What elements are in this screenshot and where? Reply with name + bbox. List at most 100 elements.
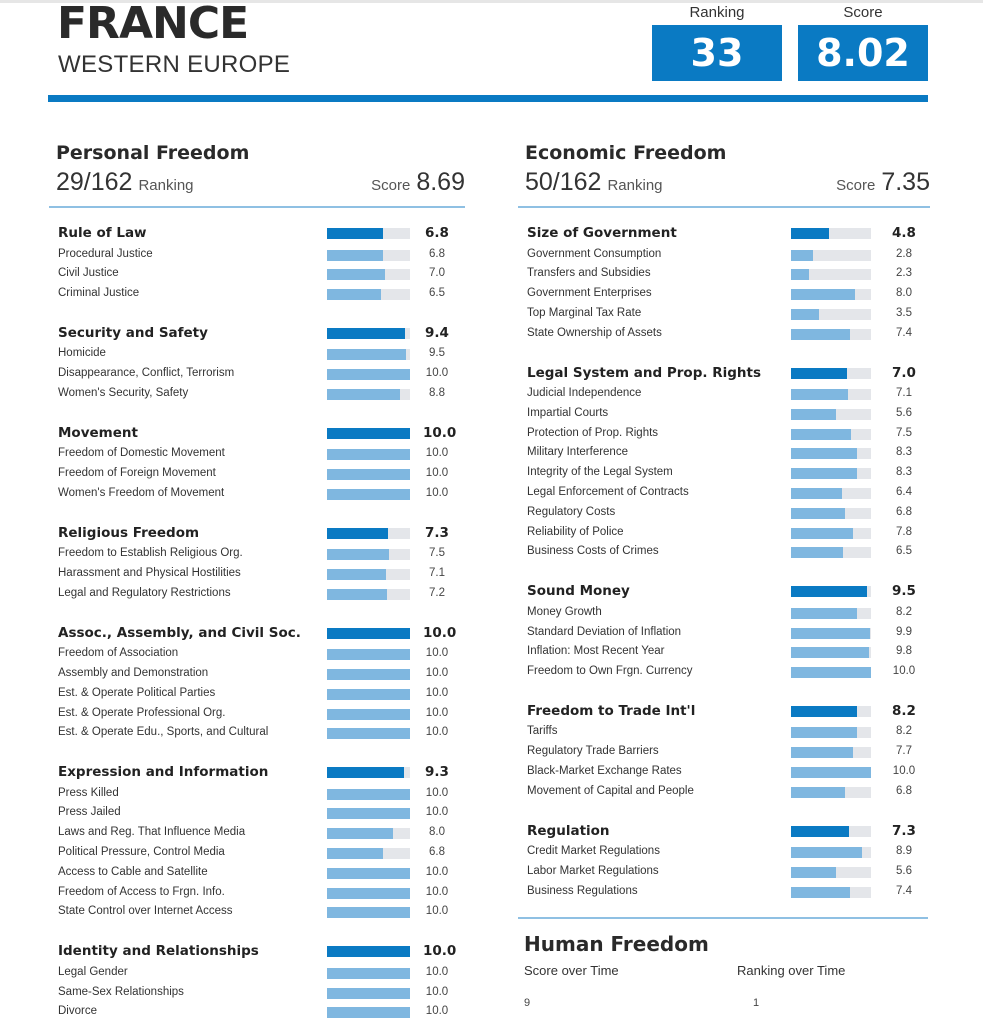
indicator-bar-personal-press-killed xyxy=(327,788,410,800)
category-score-personal-movement: 10.0 xyxy=(423,424,457,441)
indicator-score-personal-freedom-of-access-to-frgn-info: 10.0 xyxy=(425,885,449,898)
category-score-personal-expression-and-information: 9.3 xyxy=(425,764,449,781)
indicator-bar-personal-freedom-of-foreign-movement xyxy=(327,469,410,481)
indicator-score-economic-government-enterprises: 8.0 xyxy=(896,287,912,300)
indicator-score-personal-freedom-of-domestic-movement: 10.0 xyxy=(425,447,449,460)
indicator-row-economic-movement-of-capital-and-people: Movement of Capital and People 6.8 xyxy=(518,783,930,803)
category-name-economic-sound-money: Sound Money xyxy=(527,583,630,600)
indicator-score-personal-laws-and-reg-that-influence-media: 8.0 xyxy=(429,826,445,839)
indicator-row-personal-legal-and-regulatory-restrictions: Legal and Regulatory Restrictions 7.2 xyxy=(49,585,465,605)
indicator-score-economic-protection-of-prop-rights: 7.5 xyxy=(896,426,912,439)
indicator-bar-personal-civil-justice xyxy=(327,269,410,281)
indicator-name-personal-procedural-justice: Procedural Justice xyxy=(58,247,153,260)
indicator-row-economic-protection-of-prop-rights: Protection of Prop. Rights 7.5 xyxy=(518,425,930,445)
indicator-bar-fill-personal-homicide xyxy=(327,349,406,361)
indicator-row-personal-freedom-of-association: Freedom of Association 10.0 xyxy=(49,645,465,665)
category-row-personal-expression-and-information: Expression and Information 9.3 xyxy=(49,763,465,783)
indicator-name-economic-government-enterprises: Government Enterprises xyxy=(527,287,652,300)
category-bar-fill-personal-movement xyxy=(327,427,410,439)
indicator-row-personal-divorce: Divorce 10.0 xyxy=(49,1003,465,1023)
indicator-name-personal-divorce: Divorce xyxy=(58,1005,97,1018)
indicator-bar-personal-homicide xyxy=(327,349,410,361)
indicator-bar-economic-freedom-to-own-frgn-currency xyxy=(791,667,871,679)
indicator-bar-fill-economic-protection-of-prop-rights xyxy=(791,428,851,440)
indicator-row-personal-freedom-to-establish-religious-org: Freedom to Establish Religious Org. 7.5 xyxy=(49,545,465,565)
category-row-economic-freedom-to-trade-int-l: Freedom to Trade Int'l 8.2 xyxy=(518,702,930,722)
indicator-row-personal-criminal-justice: Criminal Justice 6.5 xyxy=(49,285,465,305)
indicator-name-economic-regulatory-costs: Regulatory Costs xyxy=(527,505,616,518)
indicator-bar-fill-economic-impartial-courts xyxy=(791,408,836,420)
ranking-chart-tick: 1 xyxy=(753,997,760,1009)
indicator-bar-economic-military-interference xyxy=(791,448,871,460)
indicator-name-economic-government-consumption: Government Consumption xyxy=(527,247,662,260)
indicator-row-economic-standard-deviation-of-inflation: Standard Deviation of Inflation 9.9 xyxy=(518,624,930,644)
indicator-score-economic-black-market-exchange-rates: 10.0 xyxy=(892,765,916,777)
indicator-bar-fill-economic-business-regulations xyxy=(791,886,851,898)
indicator-row-economic-credit-market-regulations: Credit Market Regulations 8.9 xyxy=(518,843,930,863)
indicator-score-economic-judicial-independence: 7.1 xyxy=(896,387,912,399)
indicator-bar-personal-access-to-cable-and-satellite xyxy=(327,867,410,879)
category-name-personal-religious-freedom: Religious Freedom xyxy=(58,524,200,541)
indicator-score-personal-access-to-cable-and-satellite: 10.0 xyxy=(425,865,449,878)
indicator-name-personal-freedom-of-foreign-movement: Freedom of Foreign Movement xyxy=(58,467,216,480)
category-bar-economic-regulation xyxy=(791,825,871,837)
indicator-row-personal-state-control-over-internet-access: State Control over Internet Access 10.0 xyxy=(49,903,465,923)
category-bar-fill-economic-legal-system-and-prop-rights xyxy=(791,367,847,379)
indicator-name-economic-military-interference: Military Interference xyxy=(527,446,628,459)
category-score-economic-size-of-government: 4.8 xyxy=(892,225,916,241)
indicator-row-economic-impartial-courts: Impartial Courts 5.6 xyxy=(518,405,930,425)
indicator-score-economic-business-costs-of-crimes: 6.5 xyxy=(896,545,912,558)
indicator-score-personal-disappearance-conflict-terrorism: 10.0 xyxy=(425,367,449,380)
indicator-bar-economic-labor-market-regulations xyxy=(791,866,871,878)
indicator-score-personal-harassment-and-physical-hostilities: 7.1 xyxy=(429,567,445,579)
indicator-row-economic-inflation-most-recent-year: Inflation: Most Recent Year 9.8 xyxy=(518,643,930,663)
indicator-bar-fill-personal-women-s-security-safety xyxy=(327,389,401,400)
personal-freedom-rank: 29/162 Ranking xyxy=(56,168,194,197)
category-bar-fill-personal-identity-and-relationships xyxy=(327,946,410,958)
indicator-bar-fill-personal-divorce xyxy=(327,1007,410,1019)
indicator-bar-fill-economic-reliability-of-police xyxy=(791,527,854,539)
indicator-score-economic-regulatory-trade-barriers: 7.7 xyxy=(896,745,912,758)
indicator-score-economic-credit-market-regulations: 8.9 xyxy=(896,845,912,858)
economic-freedom-score: Score 7.35 xyxy=(836,168,930,197)
indicator-name-personal-est-operate-professional-org: Est. & Operate Professional Org. xyxy=(58,706,226,719)
indicator-row-economic-legal-enforcement-of-contracts: Legal Enforcement of Contracts 6.4 xyxy=(518,484,930,504)
indicator-bar-fill-personal-state-control-over-internet-access xyxy=(327,907,410,919)
indicator-score-economic-state-ownership-of-assets: 7.4 xyxy=(896,326,912,339)
category-name-economic-freedom-to-trade-int-l: Freedom to Trade Int'l xyxy=(527,702,696,719)
indicator-name-economic-tariffs: Tariffs xyxy=(527,725,558,738)
indicator-bar-economic-legal-enforcement-of-contracts xyxy=(791,488,871,499)
category-bar-economic-legal-system-and-prop-rights xyxy=(791,367,871,379)
indicator-name-personal-state-control-over-internet-access: State Control over Internet Access xyxy=(58,905,233,918)
indicator-bar-fill-personal-disappearance-conflict-terrorism xyxy=(327,369,410,381)
category-score-personal-identity-and-relationships: 10.0 xyxy=(423,943,457,960)
indicator-name-economic-reliability-of-police: Reliability of Police xyxy=(527,525,624,538)
indicator-bar-economic-government-consumption xyxy=(791,249,871,261)
indicator-row-personal-freedom-of-foreign-movement: Freedom of Foreign Movement 10.0 xyxy=(49,465,465,485)
category-bar-fill-economic-regulation xyxy=(791,825,850,837)
indicator-name-personal-women-s-freedom-of-movement: Women's Freedom of Movement xyxy=(58,486,225,499)
ranking-over-time-label: Ranking over Time xyxy=(737,963,846,978)
indicator-name-personal-press-jailed: Press Jailed xyxy=(58,806,121,819)
indicator-row-economic-transfers-and-subsidies: Transfers and Subsidies 2.3 xyxy=(518,265,930,285)
personal-rank-label: Ranking xyxy=(138,177,194,194)
indicator-name-economic-movement-of-capital-and-people: Movement of Capital and People xyxy=(527,784,694,797)
indicator-name-economic-impartial-courts: Impartial Courts xyxy=(527,406,609,419)
indicator-row-economic-government-consumption: Government Consumption 2.8 xyxy=(518,246,930,266)
category-bar-fill-personal-rule-of-law xyxy=(327,228,384,239)
indicator-bar-personal-freedom-of-association xyxy=(327,649,410,661)
indicator-name-economic-top-marginal-tax-rate: Top Marginal Tax Rate xyxy=(527,306,642,319)
indicator-bar-economic-reliability-of-police xyxy=(791,527,871,539)
category-bar-personal-rule-of-law xyxy=(327,228,410,239)
indicator-bar-economic-top-marginal-tax-rate xyxy=(791,308,871,320)
indicator-row-economic-judicial-independence: Judicial Independence 7.1 xyxy=(518,385,930,405)
indicator-score-personal-same-sex-relationships: 10.0 xyxy=(425,985,449,998)
indicator-score-economic-movement-of-capital-and-people: 6.8 xyxy=(896,784,912,797)
indicator-score-economic-business-regulations: 7.4 xyxy=(896,884,912,897)
indicator-score-personal-women-s-security-safety: 8.8 xyxy=(429,387,445,399)
indicator-bar-personal-state-control-over-internet-access xyxy=(327,907,410,919)
indicator-bar-fill-personal-legal-gender xyxy=(327,967,410,979)
indicator-bar-fill-personal-harassment-and-physical-hostilities xyxy=(327,569,386,580)
indicator-row-personal-freedom-of-access-to-frgn-info: Freedom of Access to Frgn. Info. 10.0 xyxy=(49,884,465,904)
category-name-economic-size-of-government: Size of Government xyxy=(527,225,677,241)
